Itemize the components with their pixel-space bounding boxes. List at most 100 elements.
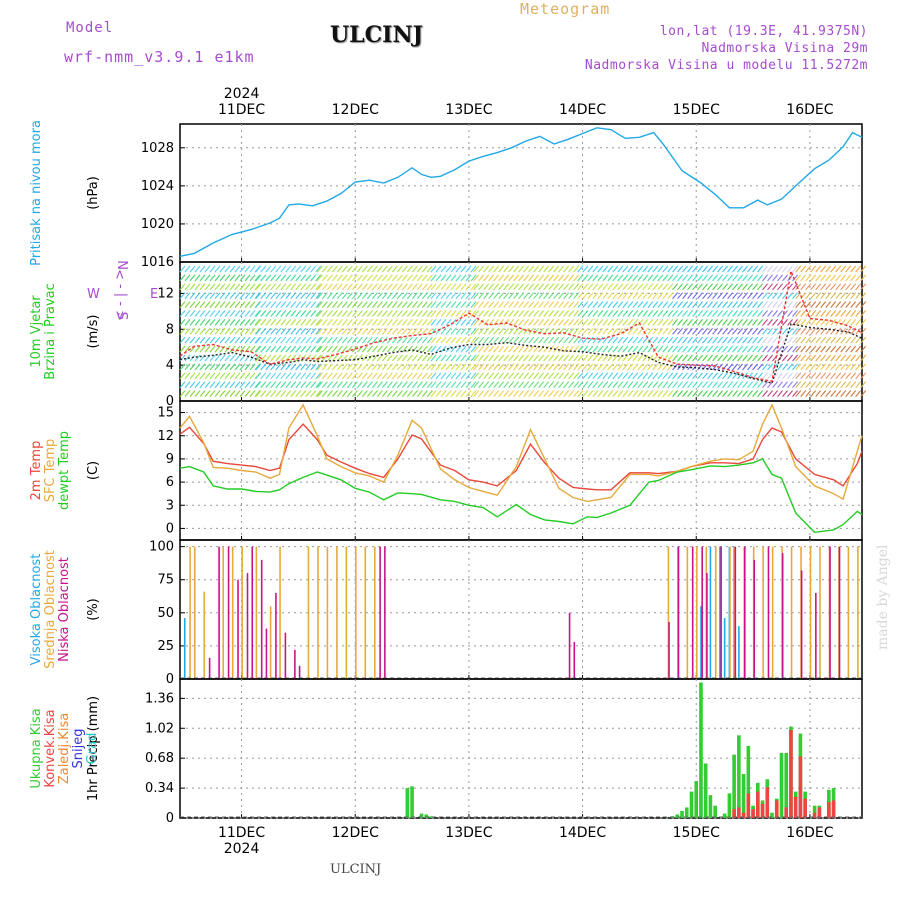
wind-barb: [386, 345, 393, 353]
wind-barb: [421, 336, 428, 344]
wind-barb: [757, 372, 763, 380]
wind-barb: [732, 274, 738, 282]
wind-barb: [254, 381, 261, 389]
wind-barb: [498, 381, 505, 389]
wind-barb: [792, 292, 798, 300]
wind-barb: [860, 345, 867, 353]
wind-barb: [757, 319, 763, 326]
wind-barb: [455, 319, 462, 326]
wind-barb: [310, 336, 317, 344]
wind-barb: [280, 381, 287, 389]
wind-barb: [805, 363, 812, 371]
wind-barb: [722, 372, 728, 380]
wind-barb: [440, 274, 447, 282]
wind-barb: [430, 274, 437, 282]
wind-barb: [290, 292, 297, 300]
wind-barb: [652, 301, 659, 308]
wind-barb: [707, 283, 713, 291]
model-name: wrf-nmm_v3.9.1 e1km: [64, 48, 255, 66]
wind-barb: [722, 301, 728, 308]
wind-barb: [762, 372, 768, 380]
wind-barb: [204, 363, 211, 371]
wind-barb: [747, 319, 753, 326]
wind-barb: [757, 310, 763, 317]
wind-barb: [682, 345, 688, 353]
wind-barb: [558, 310, 565, 317]
wind-barb: [642, 292, 649, 300]
wind-barb: [732, 265, 738, 273]
wind-barb: [815, 345, 822, 353]
wind-barb: [445, 301, 452, 308]
wind-barb: [582, 310, 589, 317]
wind-barb: [401, 390, 408, 397]
altitude-label: Nadmorska Visina 29m: [701, 41, 868, 56]
wind-barb: [563, 283, 570, 291]
wind-barb: [316, 336, 323, 344]
wind-barb: [473, 319, 480, 326]
wind-barb: [637, 310, 644, 317]
wind-barb: [401, 265, 408, 273]
wind-barb: [737, 319, 743, 326]
wind-barb: [249, 310, 256, 317]
precip-bar: [812, 812, 817, 818]
wind-barb: [503, 283, 510, 291]
wind-barb: [835, 310, 842, 317]
wind-barb: [219, 301, 226, 308]
wind-barb: [356, 319, 363, 326]
wind-barb: [290, 363, 297, 371]
wind-barb: [543, 372, 550, 380]
wind-barb: [687, 265, 693, 273]
wind-barb: [752, 354, 758, 362]
wind-barb: [199, 345, 206, 353]
wind-barb: [782, 363, 788, 371]
wind-barb: [295, 310, 302, 317]
wind-barb: [435, 354, 442, 362]
wind-barb: [315, 310, 322, 317]
wind-barb: [321, 327, 328, 335]
wind-barb: [260, 310, 267, 317]
wind-barb: [657, 310, 664, 317]
wind-barb: [722, 354, 728, 362]
wind-barb: [845, 283, 852, 291]
wind-barb: [391, 372, 398, 380]
wind-barb: [727, 345, 733, 353]
wind-barb: [478, 345, 485, 353]
wind-barb: [255, 319, 262, 326]
y-tick-label: 0: [166, 394, 174, 409]
wind-barb: [757, 274, 763, 282]
wind-barb: [234, 283, 241, 291]
wind-barb: [508, 363, 515, 371]
wind-barb: [845, 345, 852, 353]
wind-barb: [568, 390, 575, 397]
wind-barb: [435, 381, 442, 389]
wind-barb: [254, 292, 261, 300]
wind-barb: [642, 274, 649, 282]
wind-barb: [692, 363, 698, 371]
precip-bar: [793, 796, 798, 818]
wind-barb: [617, 301, 624, 308]
wind-barb: [478, 363, 485, 371]
wind-barb: [184, 319, 191, 326]
wind-barb: [455, 381, 462, 389]
wind-barb: [498, 319, 505, 326]
precip-bar: [732, 754, 736, 818]
wind-barb: [563, 345, 570, 353]
wind-barb: [810, 336, 817, 344]
wind-barb: [401, 354, 408, 362]
wind-barb: [513, 274, 520, 282]
wind-barb: [677, 372, 683, 380]
wind-barb: [234, 372, 241, 380]
wind-barb: [553, 354, 560, 362]
date-label-bottom: 16DEC: [786, 825, 833, 841]
wind-barb: [331, 327, 338, 335]
wind-barb: [219, 327, 226, 335]
wind-barb: [396, 381, 403, 389]
wind-barb: [194, 390, 201, 397]
wind-barb: [573, 319, 580, 326]
wind-barb: [310, 283, 317, 291]
wind-barb: [396, 345, 403, 353]
wind-barb: [421, 283, 428, 291]
wind-barb: [712, 310, 718, 317]
wind-barb: [440, 310, 447, 317]
wind-barb: [265, 292, 272, 300]
